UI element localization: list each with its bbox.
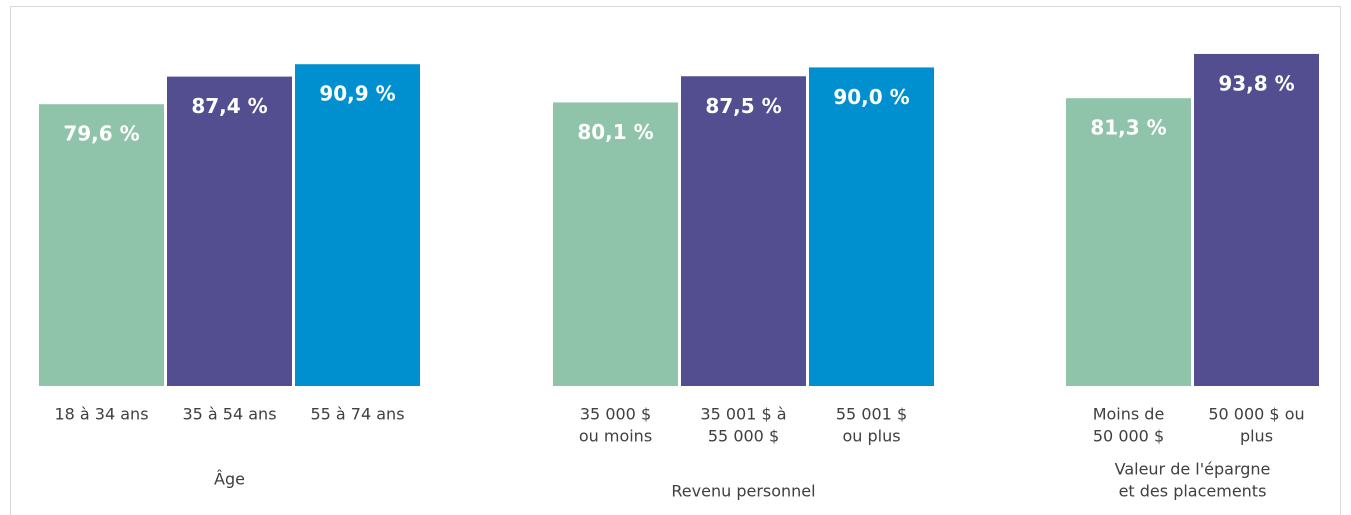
bar xyxy=(167,76,292,386)
group-label: Valeur de l'épargne xyxy=(1115,460,1271,479)
bar xyxy=(1194,53,1319,387)
chart-frame xyxy=(10,6,1341,515)
x-tick-label: plus xyxy=(1240,427,1273,446)
value-label: 87,4 % xyxy=(191,94,267,118)
value-label: 90,9 % xyxy=(319,82,395,106)
x-tick-label: 55 001 $ xyxy=(836,405,907,424)
x-tick-label: ou moins xyxy=(579,427,652,446)
x-tick-label: 35 000 $ xyxy=(580,405,651,424)
value-label: 87,5 % xyxy=(705,94,781,118)
x-tick-label: 35 à 54 ans xyxy=(182,405,276,424)
x-tick-label: 18 à 34 ans xyxy=(54,405,148,424)
x-tick-label: 50 000 $ xyxy=(1093,427,1164,446)
bar xyxy=(295,64,420,387)
bar xyxy=(1066,98,1191,386)
bar xyxy=(681,76,806,386)
group-label: et des placements xyxy=(1119,482,1267,501)
value-label: 90,0 % xyxy=(833,85,909,109)
value-label: 81,3 % xyxy=(1090,116,1166,140)
x-tick-label: 55 à 74 ans xyxy=(310,405,404,424)
value-label: 80,1 % xyxy=(577,120,653,144)
x-tick-label: Moins de xyxy=(1093,405,1165,424)
x-tick-label: 50 000 $ ou xyxy=(1208,405,1304,424)
value-label: 93,8 % xyxy=(1218,71,1294,95)
value-label: 79,6 % xyxy=(63,122,139,146)
x-tick-label: ou plus xyxy=(842,427,900,446)
group-label: Âge xyxy=(214,470,245,489)
group-label: Revenu personnel xyxy=(671,482,815,501)
bar xyxy=(553,102,678,387)
x-tick-label: 35 001 $ à xyxy=(700,405,786,424)
bar xyxy=(809,67,934,387)
bar xyxy=(39,104,164,386)
x-tick-label: 55 000 $ xyxy=(708,427,779,446)
